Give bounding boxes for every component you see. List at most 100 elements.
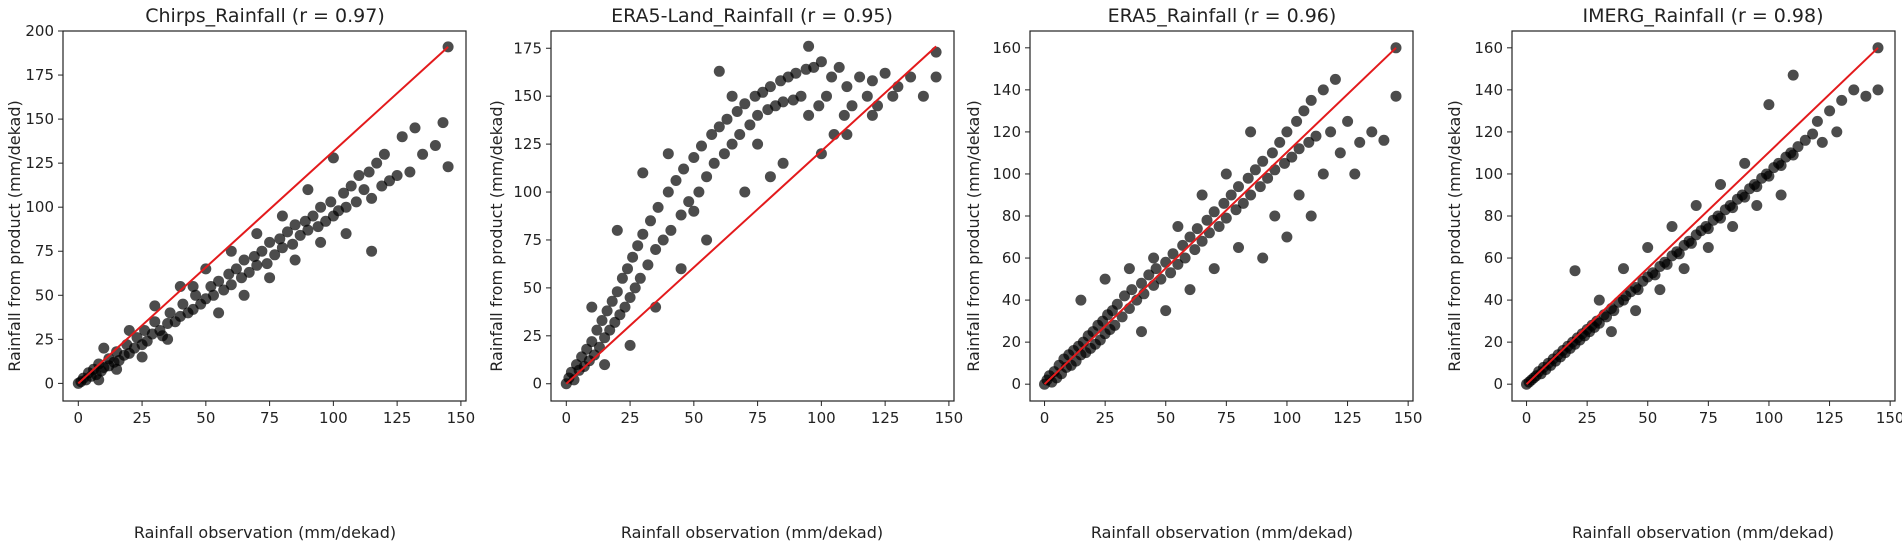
scatter-point — [366, 192, 378, 204]
y-tick-label: 100 — [513, 183, 542, 201]
y-tick-label: 75 — [523, 231, 542, 249]
scatter-point — [721, 113, 733, 125]
scatter-point — [1763, 170, 1775, 182]
y-tick-label: 100 — [992, 165, 1021, 183]
scatter-point — [1807, 128, 1819, 140]
scatter-point — [1291, 115, 1303, 127]
scatter-point — [1690, 200, 1702, 211]
y-axis-label: Rainfall from product (mm/dekad) — [1445, 100, 1464, 372]
scatter-point — [1184, 284, 1196, 296]
scatter-point — [642, 259, 654, 271]
x-tick-label: 50 — [1638, 409, 1657, 427]
scatter-point — [634, 272, 646, 284]
scatter-point — [1811, 115, 1823, 127]
scatter-point — [264, 272, 276, 284]
scatter-point — [757, 86, 769, 98]
scatter-point — [696, 140, 707, 152]
x-tick-label: 100 — [319, 409, 348, 427]
scatter-point — [591, 324, 603, 336]
scatter-point — [1237, 197, 1249, 209]
scatter-point — [752, 109, 764, 121]
scatter-point — [1242, 172, 1254, 184]
scatter-point — [652, 201, 664, 213]
x-tick-label: 75 — [1217, 409, 1236, 427]
scatter-point — [1593, 294, 1605, 306]
scatter-point — [391, 170, 403, 181]
scatter-point — [1342, 115, 1354, 127]
y-axis-label: Rainfall from product (mm/dekad) — [487, 100, 506, 372]
scatter-point — [1143, 269, 1155, 281]
scatter-point — [1099, 273, 1111, 285]
scatter-point — [777, 157, 789, 169]
scatter-point — [1167, 248, 1179, 260]
scatter-point — [739, 98, 751, 110]
y-tick-label: 25 — [35, 330, 54, 348]
x-tick-label: 50 — [684, 409, 703, 427]
scatter-point — [1831, 126, 1843, 138]
scatter-point — [795, 90, 807, 102]
y-tick-label: 100 — [1474, 165, 1503, 183]
scatter-point — [1281, 231, 1293, 243]
scatter-point — [586, 301, 598, 313]
scatter-point — [1123, 263, 1135, 275]
scatter-point — [238, 289, 250, 301]
scatter-point — [650, 244, 662, 255]
plot-area: 0 25 50 75 100 125 150 0 20 40 60 80 100 120 140 160 — [1474, 30, 1902, 427]
scatter-point — [872, 100, 883, 112]
plot-area: 0 25 50 75 100 125 150 0 20 40 60 80 100 120 140 160 — [992, 30, 1423, 427]
scatter-point — [1279, 157, 1290, 169]
scatter-point — [1366, 126, 1378, 138]
scatter-point — [1281, 126, 1293, 138]
y-tick-label: 40 — [1484, 291, 1503, 309]
y-axis-label: Rainfall from product (mm/dekad) — [964, 100, 983, 372]
scatter-point — [688, 152, 700, 163]
fit-line — [1525, 47, 1879, 385]
scatter-point — [164, 307, 176, 319]
panel-title: Chirps_Rainfall (r = 0.97) — [145, 5, 384, 27]
scatter-point — [821, 90, 832, 102]
scatter-point — [790, 67, 802, 79]
scatter-point — [1213, 221, 1225, 232]
scatter-point — [366, 245, 378, 257]
x-tick-label: 0 — [562, 409, 572, 427]
scatter-point — [1654, 284, 1666, 296]
x-tick-label: 150 — [1394, 409, 1423, 427]
scatter-point — [637, 228, 649, 240]
scatter-point — [396, 131, 408, 143]
scatter-point — [327, 152, 339, 164]
scatter-point — [596, 315, 608, 326]
panel-chirps: Chirps_Rainfall (r = 0.97) 0 25 50 75 100 125… — [5, 5, 475, 542]
panel-era5: ERA5_Rainfall (r = 0.96) 0 25 50 75 100 125 15… — [964, 5, 1422, 542]
scatter-point — [236, 272, 247, 284]
scatter-point — [624, 339, 636, 351]
scatter-point — [1172, 221, 1184, 232]
scatter-point — [98, 342, 110, 354]
scatter-point — [841, 129, 853, 140]
scatter-point — [437, 117, 449, 129]
scatter-point — [616, 272, 628, 284]
scatter-point — [1136, 277, 1147, 289]
x-tick-label: 125 — [1815, 409, 1844, 427]
scatter-point — [1349, 168, 1361, 180]
x-tick-label: 125 — [1333, 409, 1362, 427]
y-tick-label: 0 — [532, 375, 542, 393]
scatter-point — [1220, 168, 1232, 180]
scatter-point — [808, 61, 820, 73]
y-tick-label: 160 — [992, 39, 1021, 57]
scatter-point — [1220, 212, 1232, 224]
scatter-point — [1257, 252, 1269, 264]
scatter-point — [282, 226, 293, 238]
scatter-point — [803, 109, 815, 121]
panel-title: IMERG_Rainfall (r = 0.98) — [1582, 5, 1823, 27]
plot-area: 0 25 50 75 100 125 150 0 25 50 75 100 125 150 175 200 — [25, 22, 475, 427]
scatter-point — [599, 359, 611, 371]
scatter-point — [1872, 84, 1884, 96]
scatter-point — [930, 46, 942, 58]
scatter-point — [1230, 204, 1242, 216]
scatter-point — [1111, 298, 1123, 310]
y-tick-label: 150 — [25, 110, 54, 128]
scatter-point — [1126, 284, 1138, 296]
y-tick-label: 0 — [1011, 375, 1021, 393]
scatter-point — [1245, 126, 1257, 138]
scatter-point — [622, 263, 633, 275]
